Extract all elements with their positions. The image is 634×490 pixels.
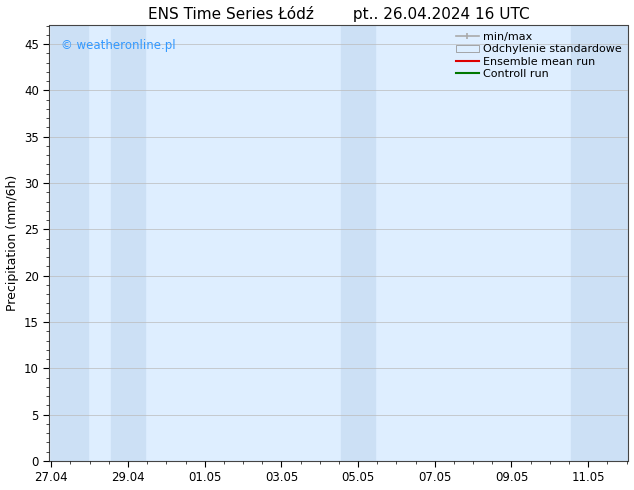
Title: ENS Time Series Łódź        pt.. 26.04.2024 16 UTC: ENS Time Series Łódź pt.. 26.04.2024 16 …: [148, 5, 530, 22]
Text: © weatheronline.pl: © weatheronline.pl: [61, 39, 176, 51]
Bar: [571, 25, 628, 461]
Bar: [51, 25, 87, 461]
Y-axis label: Precipitation (mm/6h): Precipitation (mm/6h): [6, 175, 18, 311]
Bar: [111, 25, 145, 461]
Legend: min/max, Odchylenie standardowe, Ensemble mean run, Controll run: min/max, Odchylenie standardowe, Ensembl…: [453, 29, 625, 82]
Bar: [341, 25, 375, 461]
